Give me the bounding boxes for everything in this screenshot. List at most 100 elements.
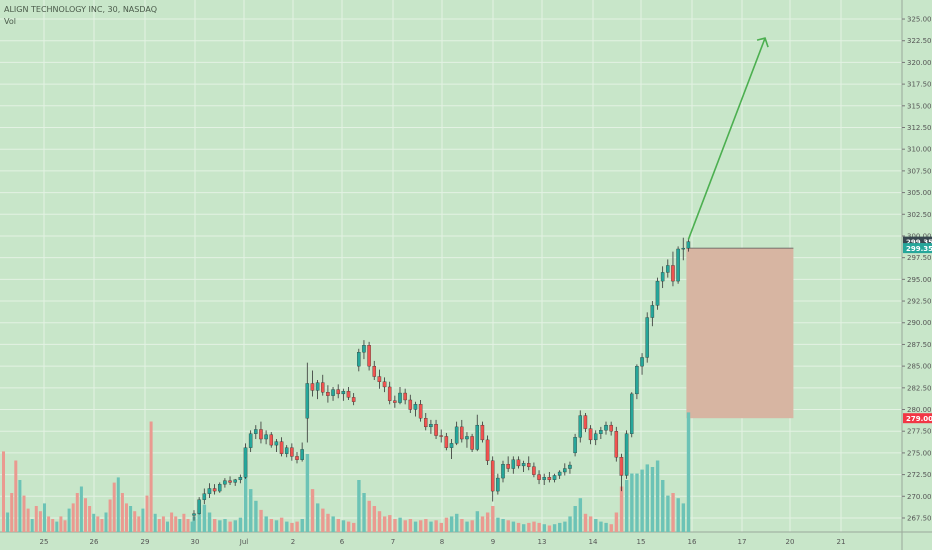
candle[interactable] (686, 241, 691, 249)
candle[interactable] (465, 436, 469, 440)
candle[interactable] (681, 247, 686, 250)
candle[interactable] (666, 265, 670, 273)
candle[interactable] (398, 392, 402, 403)
candle[interactable] (269, 434, 273, 446)
candle[interactable] (300, 449, 304, 460)
candle[interactable] (326, 392, 330, 396)
candle[interactable] (408, 399, 413, 410)
candle[interactable] (382, 381, 387, 388)
candle[interactable] (480, 424, 485, 441)
candle[interactable] (444, 436, 449, 448)
candle[interactable] (393, 400, 397, 403)
candle[interactable] (387, 386, 392, 401)
candle[interactable] (362, 345, 366, 353)
stop-loss-zone[interactable] (686, 248, 794, 419)
candle[interactable] (552, 475, 557, 480)
candle[interactable] (475, 424, 479, 450)
candle[interactable] (320, 382, 325, 393)
candle[interactable] (650, 305, 655, 318)
candle[interactable] (635, 365, 639, 395)
candle[interactable] (403, 392, 407, 401)
candle[interactable] (295, 456, 299, 460)
candle[interactable] (429, 424, 433, 428)
candle[interactable] (578, 415, 583, 438)
candle[interactable] (357, 352, 361, 367)
candle[interactable] (233, 479, 237, 483)
candle[interactable] (423, 418, 428, 428)
candle[interactable] (238, 477, 243, 480)
candle[interactable] (315, 382, 320, 391)
candle[interactable] (521, 463, 526, 467)
candle[interactable] (516, 459, 521, 467)
candle[interactable] (264, 434, 268, 440)
candle[interactable] (490, 460, 495, 492)
candle[interactable] (341, 391, 346, 395)
candle[interactable] (609, 424, 613, 432)
candle[interactable] (212, 488, 217, 492)
candle[interactable] (351, 397, 356, 402)
candle[interactable] (645, 317, 649, 358)
candle[interactable] (192, 513, 196, 516)
candle[interactable] (537, 474, 541, 480)
candle[interactable] (630, 393, 634, 434)
candle[interactable] (248, 433, 253, 448)
candle[interactable] (614, 431, 619, 458)
candle[interactable] (434, 424, 438, 436)
candle[interactable] (377, 376, 382, 382)
candle[interactable] (207, 488, 212, 494)
candle[interactable] (284, 447, 289, 454)
candle[interactable] (604, 424, 608, 431)
candle[interactable] (418, 404, 423, 419)
target-arrow-line[interactable] (687, 37, 766, 240)
candle[interactable] (254, 429, 258, 434)
candle[interactable] (557, 471, 562, 476)
candle[interactable] (259, 429, 263, 440)
candle[interactable] (228, 480, 232, 483)
candle[interactable] (449, 443, 454, 448)
candle[interactable] (305, 383, 310, 419)
candle[interactable] (583, 415, 588, 429)
candle[interactable] (593, 433, 598, 441)
candle[interactable] (223, 480, 227, 485)
candle[interactable] (279, 441, 284, 454)
candle[interactable] (588, 428, 593, 441)
candle[interactable] (573, 437, 577, 454)
candle[interactable] (676, 248, 680, 282)
candle[interactable] (243, 447, 248, 478)
candle[interactable] (460, 426, 464, 440)
candle[interactable] (547, 477, 552, 480)
candle[interactable] (310, 383, 315, 391)
candle[interactable] (331, 389, 335, 396)
candle[interactable] (563, 468, 567, 473)
candle[interactable] (619, 457, 624, 476)
candle[interactable] (599, 430, 603, 434)
candle[interactable] (367, 345, 371, 367)
candle[interactable] (346, 391, 351, 398)
candle[interactable] (336, 389, 340, 395)
candle[interactable] (568, 464, 572, 469)
candle[interactable] (506, 464, 510, 469)
candle[interactable] (655, 280, 660, 306)
candle[interactable] (217, 483, 222, 492)
candle[interactable] (624, 433, 629, 476)
candle[interactable] (640, 357, 644, 367)
candle[interactable] (671, 265, 675, 282)
candle[interactable] (197, 499, 201, 514)
candle[interactable] (290, 447, 294, 457)
candle[interactable] (496, 477, 500, 492)
candle[interactable] (660, 272, 665, 282)
candle[interactable] (542, 477, 546, 480)
candle[interactable] (439, 435, 443, 437)
candle[interactable] (511, 459, 516, 469)
candle[interactable] (202, 493, 207, 500)
candle[interactable] (274, 441, 279, 446)
candle[interactable] (372, 365, 376, 377)
candle[interactable] (485, 439, 490, 461)
candle[interactable] (501, 464, 505, 479)
candle[interactable] (527, 463, 531, 467)
candle[interactable] (413, 404, 418, 410)
candle[interactable] (470, 436, 474, 450)
candle[interactable] (454, 426, 459, 444)
